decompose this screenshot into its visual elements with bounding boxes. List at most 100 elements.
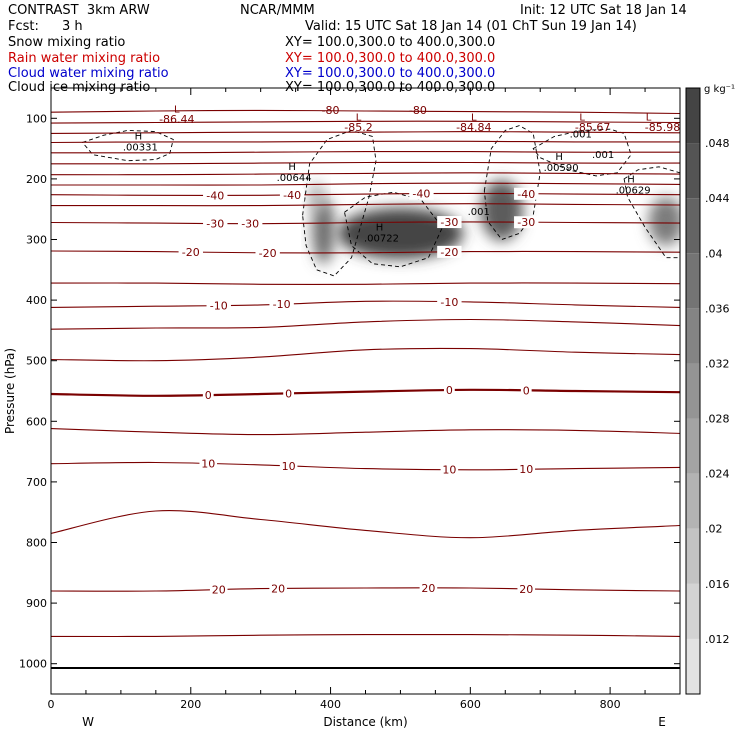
high-value-label: .00629 xyxy=(616,186,651,197)
cloud-ice-contour-2 xyxy=(343,191,443,268)
temperature-contour-20 xyxy=(51,587,680,592)
temperature-contour-16 xyxy=(51,388,680,397)
temperature-contour-15 xyxy=(51,347,680,362)
cloud-ice-contour-5 xyxy=(623,166,680,259)
y-axis-label: Pressure (hPa) xyxy=(3,348,17,434)
temperature-label: -40 xyxy=(283,189,301,202)
colorbar-segment xyxy=(686,308,700,364)
temperature-label: -40 xyxy=(517,188,535,201)
high-marker: H xyxy=(627,175,635,186)
temperature-label: 10 xyxy=(519,463,533,476)
temperature-extremum-label: -86.44 xyxy=(159,113,194,126)
x-tick-label: 800 xyxy=(600,698,621,711)
snow-shade-4 xyxy=(309,181,324,213)
colorbar-tick-label: .04 xyxy=(705,247,723,260)
high-value-label: .00590 xyxy=(544,163,579,174)
temperature-label: -40 xyxy=(206,189,224,202)
field-cloudwater-name: Cloud water mixing ratio xyxy=(8,66,169,81)
temperature-contour-0 xyxy=(51,109,680,115)
temperature-contour-19 xyxy=(51,510,680,539)
high-value-label: .00644 xyxy=(277,173,312,184)
y-tick-label: 500 xyxy=(26,355,47,368)
colorbar-segment xyxy=(686,583,700,639)
y-tick-label: 600 xyxy=(26,415,47,428)
high-value-label: .00331 xyxy=(123,143,158,154)
field-cloudwater-xy: XY= 100.0,300.0 to 400.0,300.0 xyxy=(285,66,496,81)
colorbar-segment xyxy=(686,528,700,584)
temperature-label: 20 xyxy=(421,582,435,595)
field-rain-name: Rain water mixing ratio xyxy=(8,51,161,66)
x-tick-label: 600 xyxy=(460,698,481,711)
org-label: NCAR/MMM xyxy=(240,3,315,18)
temperature-contour-4 xyxy=(51,150,680,154)
snow-shade-3 xyxy=(648,197,680,246)
west-label: W xyxy=(82,715,94,729)
colorbar-segment xyxy=(686,363,700,419)
temperature-label: 0 xyxy=(446,384,453,397)
y-tick-label: 1000 xyxy=(19,658,47,671)
temperature-label: -30 xyxy=(241,218,259,231)
x-axis-label: Distance (km) xyxy=(323,715,407,729)
temperature-label: -30 xyxy=(440,216,458,229)
init-time: Init: 12 UTC Sat 18 Jan 14 xyxy=(520,3,687,18)
temperature-contour-14 xyxy=(51,318,680,330)
temperature-contour-18 xyxy=(51,461,680,471)
temperature-contour-8 xyxy=(51,192,680,196)
temperature-label: 20 xyxy=(212,584,226,597)
y-tick-label: 200 xyxy=(26,173,47,186)
colorbar-segment xyxy=(686,473,700,529)
fcst-value: 3 h xyxy=(62,19,83,34)
high-marker: H xyxy=(376,222,384,233)
temperature-label: -10 xyxy=(210,299,228,312)
field-rain-xy: XY= 100.0,300.0 to 400.0,300.0 xyxy=(285,51,496,66)
snow-shade-0 xyxy=(337,207,464,259)
temperature-contour-9 xyxy=(51,203,680,207)
model-title: CONTRAST 3km ARW xyxy=(8,3,150,18)
low-marker: L xyxy=(579,112,585,123)
temperature-contour-17 xyxy=(51,428,680,436)
temperature-label: -40 xyxy=(412,188,430,201)
temperature-label: -10 xyxy=(273,298,291,311)
colorbar-segment xyxy=(686,418,700,474)
temperature-label: -20 xyxy=(440,246,458,259)
field-snow-xy: XY= 100.0,300.0 to 400.0,300.0 xyxy=(285,35,496,50)
high-value-label: .00722 xyxy=(364,233,399,244)
colorbar-tick-label: .024 xyxy=(705,468,730,481)
field-snow-name: Snow mixing ratio xyxy=(8,35,126,50)
y-tick-label: 100 xyxy=(26,112,47,125)
temperature-extremum-label: -85.98 xyxy=(645,121,680,134)
temperature-contour-10 xyxy=(51,221,680,225)
y-tick-label: 300 xyxy=(26,234,47,247)
colorbar-tick-label: .02 xyxy=(705,523,723,536)
colorbar-segment xyxy=(686,143,700,199)
temperature-label: -30 xyxy=(206,217,224,230)
x-tick-label: 400 xyxy=(320,698,341,711)
snow-shade-1 xyxy=(312,197,335,264)
temperature-label: 10 xyxy=(282,460,296,473)
x-tick-label: 0 xyxy=(48,698,55,711)
temperature-label: -20 xyxy=(182,246,200,259)
y-tick-label: 400 xyxy=(26,294,47,307)
high-marker: H xyxy=(288,162,296,173)
colorbar-tick-label: .044 xyxy=(705,192,730,205)
temperature-label: -10 xyxy=(440,296,458,309)
colorbar-segment xyxy=(686,253,700,309)
y-tick-label: 900 xyxy=(26,597,47,610)
temperature-contour-12 xyxy=(51,282,680,285)
fcst-label: Fcst: xyxy=(8,19,39,34)
cloud-ice-label: .001 xyxy=(468,207,490,218)
colorbar-segment xyxy=(686,198,700,254)
high-marker: H xyxy=(135,132,143,143)
colorbar-tick-label: .016 xyxy=(705,578,730,591)
temperature-contour-13 xyxy=(51,300,680,308)
colorbar-segment xyxy=(686,638,700,694)
temperature-contour-7 xyxy=(51,182,680,186)
temperature-contour-5 xyxy=(51,161,680,165)
temperature-contour-6 xyxy=(51,172,680,176)
temperature-label: 10 xyxy=(201,458,215,471)
temperature-contour-21 xyxy=(51,633,680,638)
temperature-label: 20 xyxy=(519,583,533,596)
y-tick-label: 800 xyxy=(26,537,47,550)
temperature-label: 20 xyxy=(271,582,285,595)
